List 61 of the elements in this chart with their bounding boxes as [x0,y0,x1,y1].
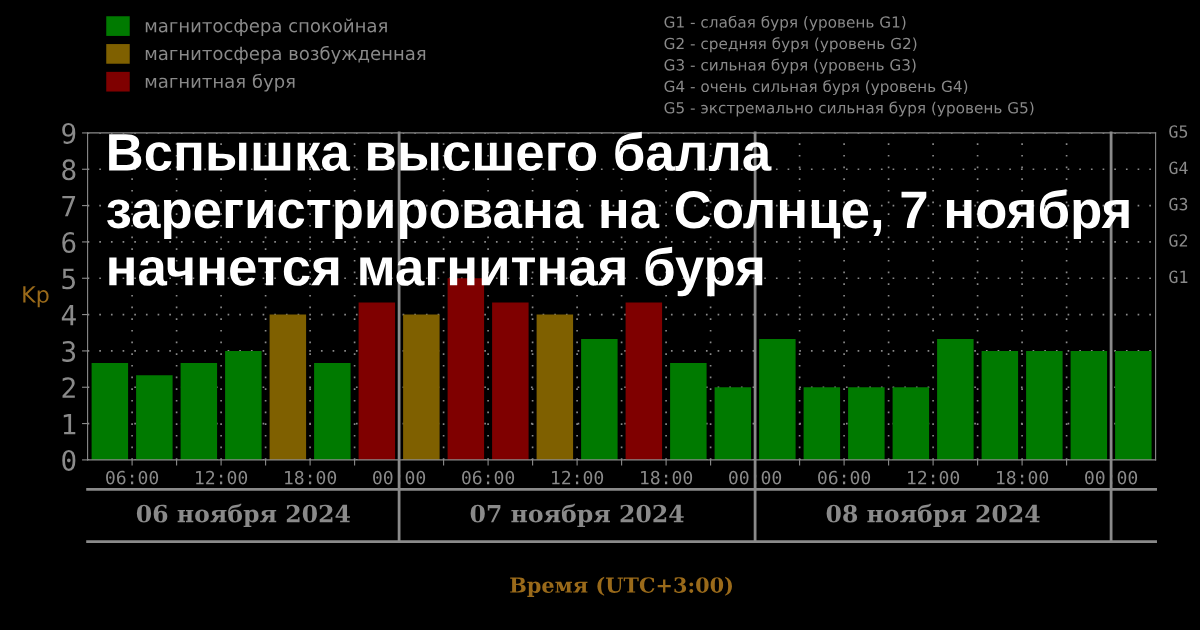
bar [1115,350,1152,460]
bar [225,350,262,460]
x-tick-label: 12:00 [908,470,960,485]
bar [536,314,574,460]
bar [670,362,707,460]
bar [492,302,529,460]
bar [625,302,663,460]
bar [1070,350,1108,460]
text: G4 - очень сильная буря (уровень G4) [664,80,968,96]
bar [91,362,129,460]
x-tick-label: 06:00 [818,470,871,485]
bar [403,314,440,460]
text: G1 - слабая буря (уровень G1) [664,15,906,31]
x-tick-label: 12:00 [552,470,604,485]
bar [180,362,218,460]
x-axis-title: Время (UTC+3:00) [510,576,732,597]
bar [136,375,173,460]
bar [848,387,885,460]
text: G3 - сильная буря (уровень G3) [664,58,916,74]
x-tick-label: 18:00 [641,470,693,485]
y-tick-label: 9 [62,122,76,144]
y-axis-title: Kp [23,286,49,308]
x-tick-label: 18:00 [997,470,1049,485]
x-tick-label: 06:00 [106,470,159,485]
bar [714,387,752,460]
x-tick-label: 18:00 [285,470,337,485]
text: G2 - средняя буря (уровень G2) [664,37,917,53]
text: 06 ноября 2024 [136,503,350,528]
y-tick-label: 7 [62,195,76,217]
bar [269,314,307,460]
bar [759,338,796,460]
legend-label: магнитная буря [145,73,295,92]
bar [358,302,396,460]
text: G1 [1169,270,1188,284]
bar [581,338,618,460]
text: G3 [1169,197,1188,211]
bar [314,362,351,460]
y-tick-label: 5 [62,268,75,290]
text: G5 [1169,125,1188,138]
y-tick-label: 6 [62,231,76,253]
text: G5 - экстремально сильная буря (уровень G5) [664,101,1034,117]
bar [981,350,1019,460]
y-tick-label: 8 [62,159,76,181]
text: 08 ноября 2024 [826,503,1040,528]
text: G4 [1169,161,1188,175]
legend-label: магнитосфера спокойная [145,18,387,36]
y-tick-label: 1 [63,413,76,435]
x-tick-label: 06:00 [462,470,515,485]
x-tick-label: 12:00 [196,470,248,485]
bar [1026,350,1063,460]
text: G2 [1169,234,1188,247]
y-tick-label: 2 [62,377,75,398]
y-tick-label: 3 [62,340,76,362]
bar [803,387,841,460]
legend-label: магнитосфера возбужденная [145,45,426,64]
y-tick-label: 4 [61,304,76,326]
y-tick-label: 0 [62,449,76,471]
text: 07 ноября 2024 [470,503,684,528]
text: Вспышка высшего балла зарегистрирована на Солнце, 7 ноября начнется магнитная буря [106,131,1129,297]
bar [892,387,930,460]
bar [937,338,974,460]
